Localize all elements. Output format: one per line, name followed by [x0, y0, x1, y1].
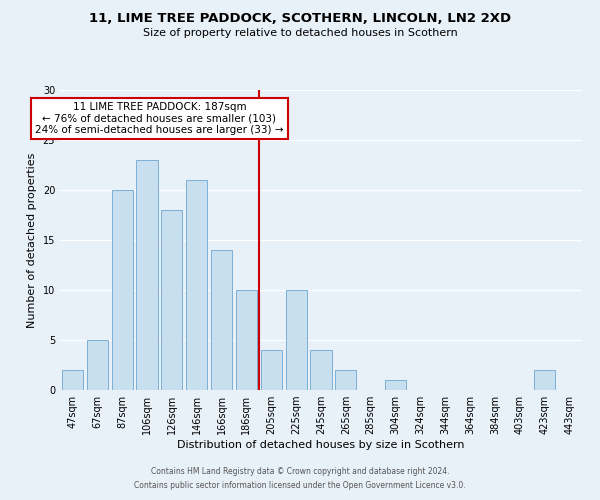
- Bar: [534, 370, 555, 390]
- Text: Size of property relative to detached houses in Scothern: Size of property relative to detached ho…: [143, 28, 457, 38]
- Text: Contains public sector information licensed under the Open Government Licence v3: Contains public sector information licen…: [134, 481, 466, 490]
- Text: Contains HM Land Registry data © Crown copyright and database right 2024.: Contains HM Land Registry data © Crown c…: [151, 467, 449, 476]
- Bar: [261, 350, 282, 390]
- Bar: [136, 160, 158, 390]
- X-axis label: Distribution of detached houses by size in Scothern: Distribution of detached houses by size …: [177, 440, 465, 450]
- Bar: [112, 190, 133, 390]
- Bar: [211, 250, 232, 390]
- Bar: [385, 380, 406, 390]
- Y-axis label: Number of detached properties: Number of detached properties: [27, 152, 37, 328]
- Text: 11, LIME TREE PADDOCK, SCOTHERN, LINCOLN, LN2 2XD: 11, LIME TREE PADDOCK, SCOTHERN, LINCOLN…: [89, 12, 511, 26]
- Bar: [87, 340, 108, 390]
- Bar: [335, 370, 356, 390]
- Bar: [310, 350, 332, 390]
- Bar: [286, 290, 307, 390]
- Bar: [236, 290, 257, 390]
- Bar: [186, 180, 207, 390]
- Text: 11 LIME TREE PADDOCK: 187sqm
← 76% of detached houses are smaller (103)
24% of s: 11 LIME TREE PADDOCK: 187sqm ← 76% of de…: [35, 102, 284, 135]
- Bar: [62, 370, 83, 390]
- Bar: [161, 210, 182, 390]
